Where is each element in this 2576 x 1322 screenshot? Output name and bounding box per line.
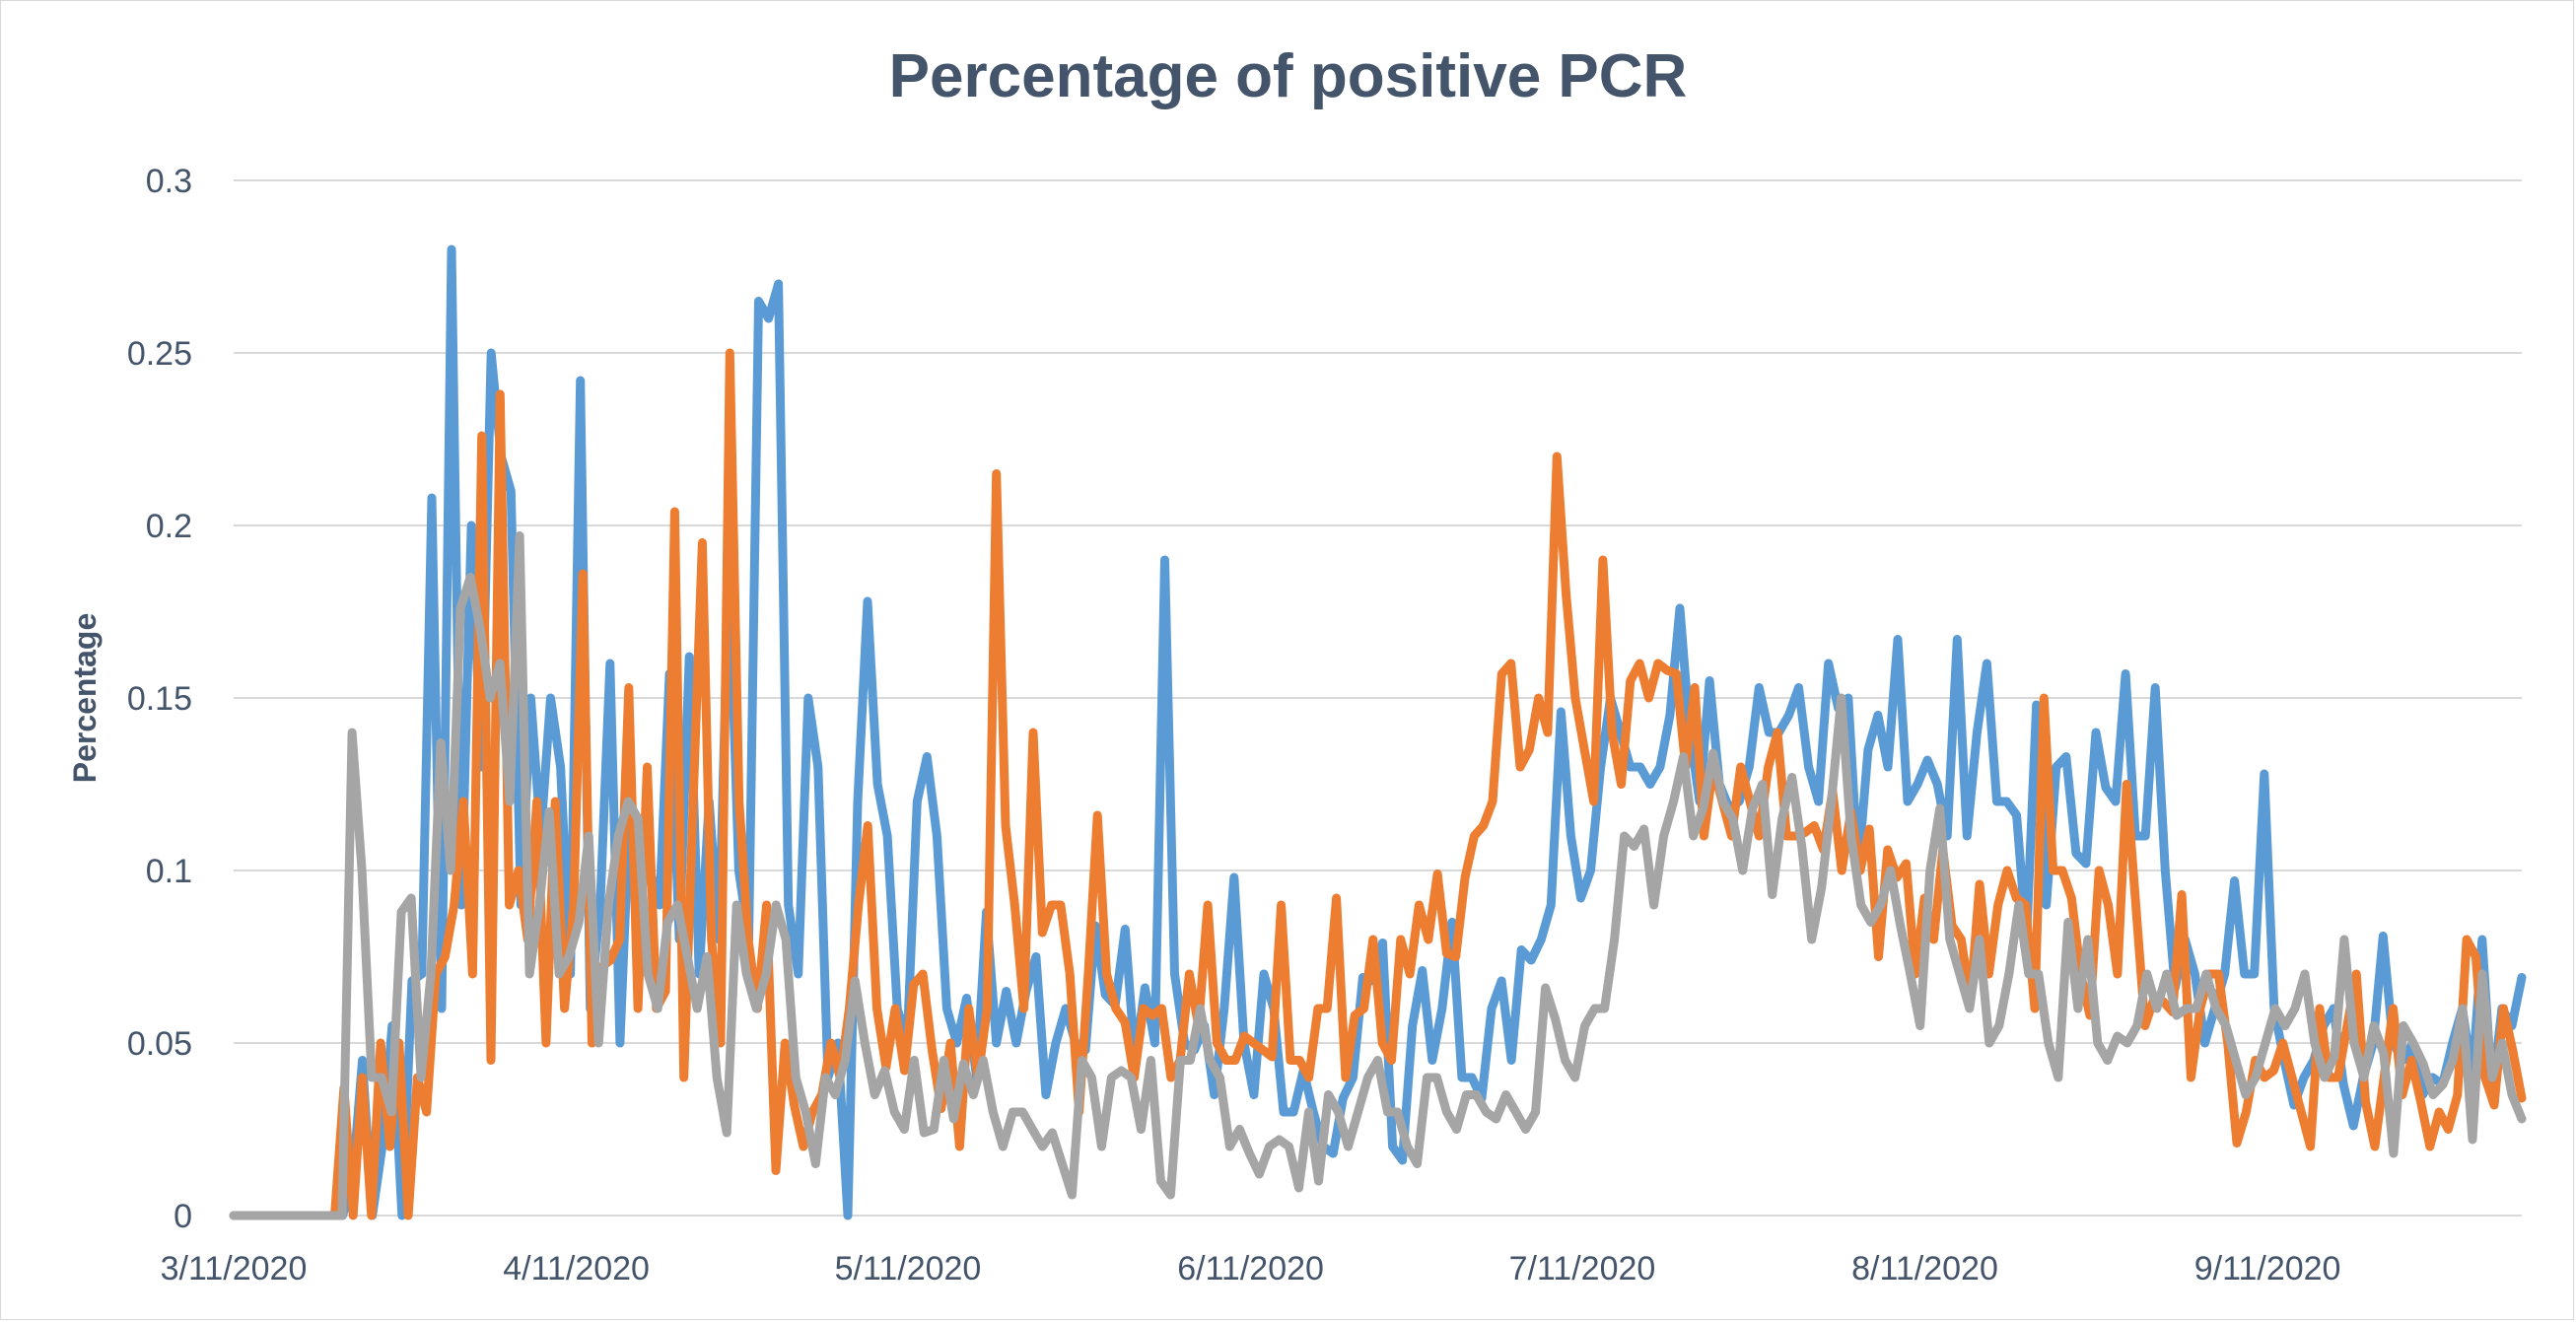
series-line-2 — [229, 348, 2527, 1220]
y-tick-label: 0.3 — [146, 163, 192, 200]
y-axis-ticks: 0 0.05 0.1 0.15 0.2 0.25 0.3 — [127, 163, 192, 1235]
x-tick-label: 6/11/2020 — [1177, 1250, 1324, 1287]
x-tick-label: 7/11/2020 — [1509, 1250, 1656, 1287]
series-lines — [229, 244, 2527, 1220]
y-tick-label: 0.05 — [127, 1025, 192, 1063]
y-tick-label: 0.1 — [146, 853, 192, 890]
x-tick-label: 9/11/2020 — [2194, 1250, 2341, 1287]
y-axis-label: Percentage — [67, 613, 103, 784]
x-tick-label: 8/11/2020 — [1851, 1250, 1998, 1287]
x-axis-ticks: 3/11/2020 4/11/2020 5/11/2020 6/11/2020 7/11… — [161, 1250, 2341, 1287]
x-tick-label: 5/11/2020 — [835, 1250, 982, 1287]
x-tick-label: 3/11/2020 — [161, 1250, 308, 1287]
x-tick-label: 4/11/2020 — [503, 1250, 650, 1287]
series-line-3 — [229, 531, 2527, 1220]
y-tick-label: 0.25 — [127, 335, 192, 373]
chart-title: Percentage of positive PCR — [888, 42, 1688, 110]
y-tick-label: 0.15 — [127, 680, 192, 718]
y-tick-label: 0 — [174, 1198, 192, 1235]
y-tick-label: 0.2 — [146, 508, 192, 545]
gridlines — [234, 179, 2522, 1217]
